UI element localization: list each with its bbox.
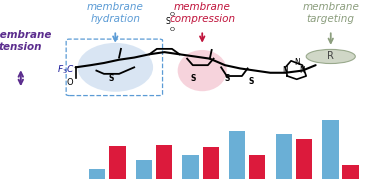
Bar	[249, 155, 265, 179]
Ellipse shape	[77, 43, 153, 92]
Bar	[296, 139, 312, 179]
Text: N: N	[299, 66, 305, 75]
Text: S: S	[166, 17, 170, 26]
Text: membrane
targeting: membrane targeting	[302, 2, 359, 24]
Text: membrane
compression: membrane compression	[169, 2, 235, 24]
Text: $F_3C$: $F_3C$	[57, 63, 75, 76]
Circle shape	[306, 49, 355, 64]
Bar	[183, 155, 199, 179]
Bar	[156, 145, 172, 179]
Bar	[276, 134, 292, 179]
Text: S: S	[109, 74, 114, 83]
Text: O: O	[169, 27, 175, 32]
Text: S: S	[249, 77, 254, 86]
Text: O: O	[169, 12, 175, 17]
Text: N: N	[282, 66, 288, 75]
Text: R: R	[327, 51, 334, 62]
Bar	[322, 120, 339, 179]
Text: N: N	[294, 58, 300, 68]
Text: S: S	[224, 74, 229, 83]
Bar	[109, 146, 125, 179]
Bar	[342, 165, 359, 179]
Text: O: O	[67, 78, 73, 87]
Text: membrane
tension: membrane tension	[0, 30, 52, 52]
Ellipse shape	[178, 50, 227, 91]
Bar	[89, 169, 105, 179]
Bar	[203, 147, 219, 179]
Bar	[136, 160, 152, 179]
Text: membrane
hydration: membrane hydration	[87, 2, 144, 24]
Bar	[229, 131, 245, 179]
Text: S: S	[190, 74, 195, 83]
